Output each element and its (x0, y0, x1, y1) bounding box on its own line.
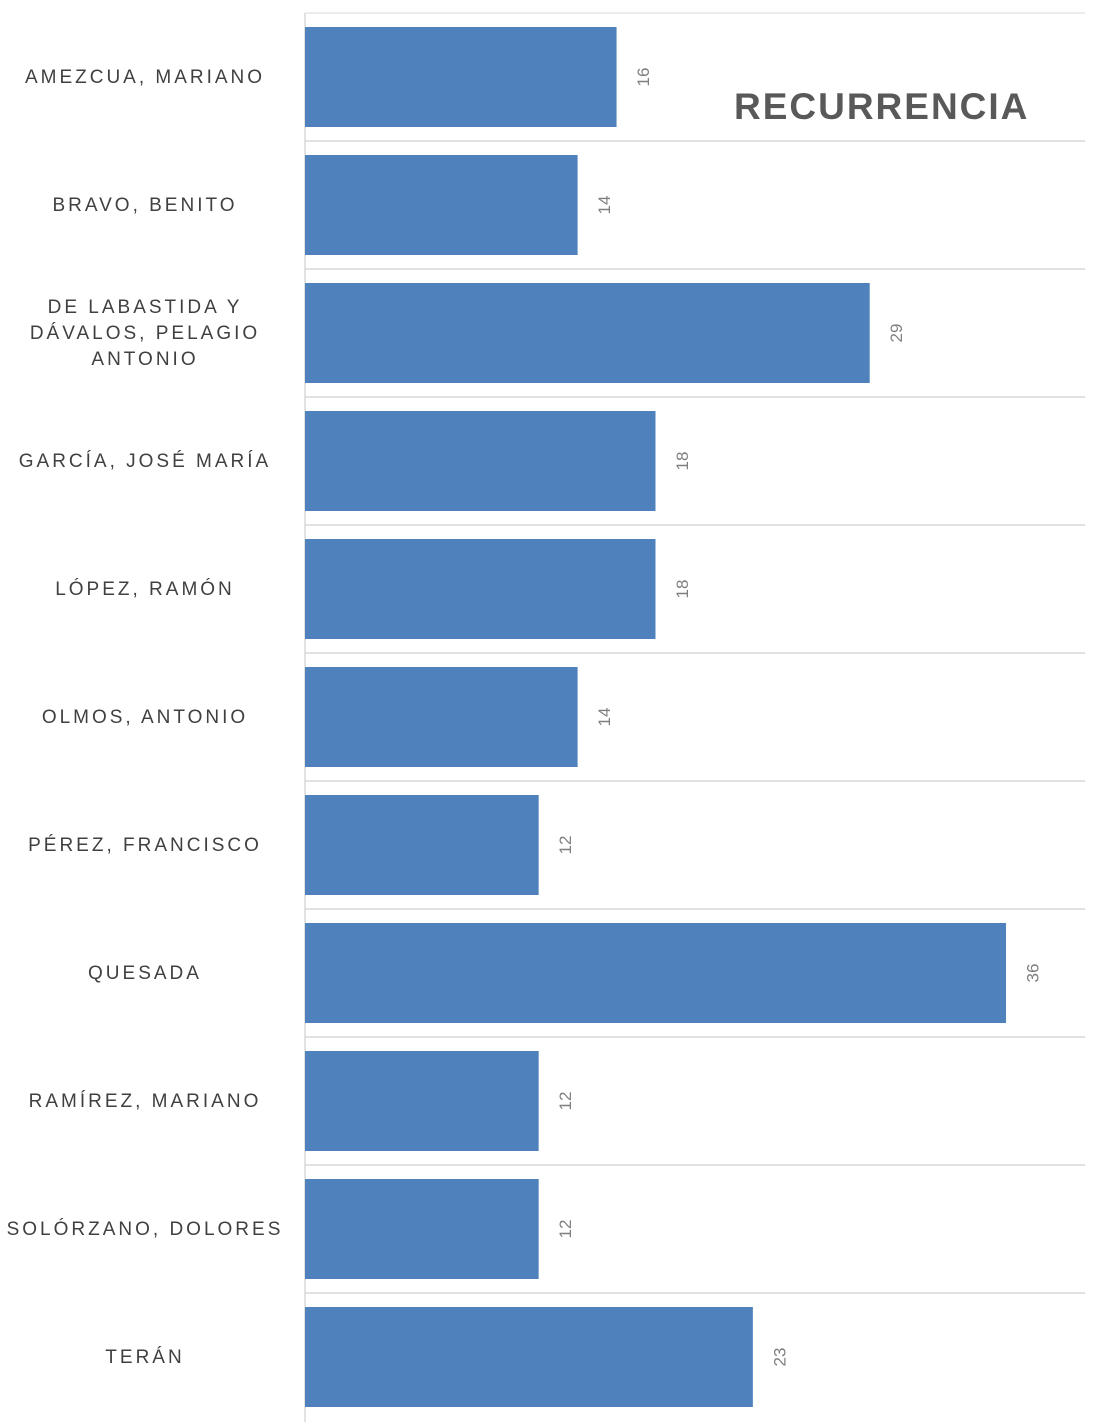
bar (305, 667, 578, 767)
data-label: 36 (1023, 964, 1042, 983)
bar (305, 1307, 753, 1407)
data-label: 23 (770, 1348, 789, 1367)
bar (305, 27, 617, 127)
data-label: 12 (556, 1092, 575, 1111)
category-label-line: OLMOS, ANTONIO (41, 707, 249, 728)
bar (305, 539, 656, 639)
category-label: DE LABASTIDA Y DÁVALOS, PELAGIO ANTONIO (5, 295, 285, 373)
category-label: LÓPEZ, RAMÓN (5, 577, 285, 603)
category-label: QUESADA (5, 961, 285, 987)
category-label: AMEZCUA, MARIANO (5, 65, 285, 91)
chart-title: RECURRENCIA (734, 86, 1030, 127)
bar (305, 1179, 539, 1279)
bar (305, 1051, 539, 1151)
category-label: BRAVO, BENITO (5, 193, 285, 219)
category-label: SOLÓRZANO, DOLORES (5, 1217, 285, 1243)
category-label: OLMOS, ANTONIO (5, 705, 285, 731)
category-label-line: TERÁN (105, 1347, 185, 1368)
data-label: 14 (595, 708, 614, 727)
data-label: 12 (556, 836, 575, 855)
category-label-line: RAMÍREZ, MARIANO (28, 1091, 262, 1112)
category-label-line: QUESADA (88, 963, 202, 984)
bar (305, 155, 578, 255)
category-label-line: AMEZCUA, MARIANO (24, 67, 266, 88)
category-label: RAMÍREZ, MARIANO (5, 1089, 285, 1115)
category-label-line: DÁVALOS, PELAGIO (29, 323, 261, 344)
bar (305, 795, 539, 895)
category-label-line: ANTONIO (91, 349, 199, 370)
data-label: 18 (673, 580, 692, 599)
data-label: 12 (556, 1220, 575, 1239)
bar (305, 923, 1006, 1023)
category-label: GARCÍA, JOSÉ MARÍA (5, 449, 285, 475)
bar (305, 411, 656, 511)
data-label: 29 (887, 324, 906, 343)
category-label: PÉREZ, FRANCISCO (5, 833, 285, 859)
bar (305, 283, 870, 383)
category-label-line: PÉREZ, FRANCISCO (28, 835, 262, 856)
category-label-line: DE LABASTIDA Y (47, 297, 243, 318)
category-label-line: BRAVO, BENITO (52, 195, 238, 216)
data-label: 14 (595, 196, 614, 215)
category-label-line: GARCÍA, JOSÉ MARÍA (18, 451, 272, 472)
category-label: TERÁN (5, 1345, 285, 1371)
data-label: 18 (673, 452, 692, 471)
category-label-line: SOLÓRZANO, DOLORES (6, 1219, 284, 1240)
category-label-line: LÓPEZ, RAMÓN (55, 579, 235, 600)
data-label: 16 (634, 68, 653, 87)
